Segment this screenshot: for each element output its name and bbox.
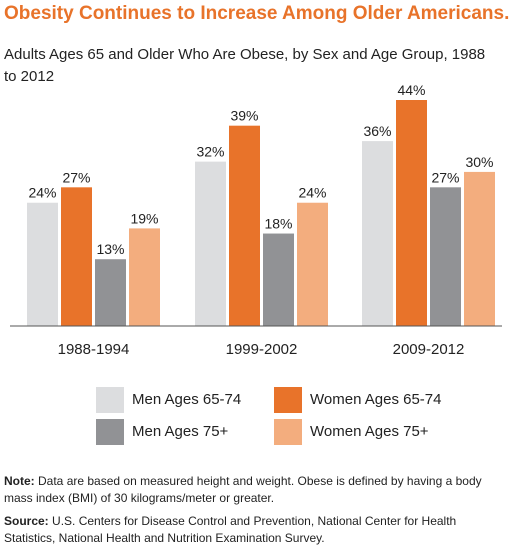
data-label-men-ages-75-1988-1994: 13% — [96, 241, 124, 257]
data-label-women-ages-65-74-2009-2012: 44% — [397, 82, 425, 98]
x-tick-label-1988-1994: 1988-1994 — [58, 341, 130, 358]
bar-men-ages-75-1988-1994 — [95, 259, 126, 326]
bar-women-ages-75-2009-2012 — [464, 171, 495, 326]
data-label-men-ages-65-74-2009-2012: 36% — [363, 123, 391, 139]
bar-chart: 24% 27% 13% 19% 1988-1994 32% 39% 18% 24% 1999-20… — [10, 82, 502, 358]
x-tick-label-2009-2012: 2009-2012 — [393, 341, 465, 358]
legend-label-women-75-plus: Women Ages 75+ — [310, 423, 429, 440]
note-body: Data are based on measured height and we… — [4, 474, 482, 505]
bar-men-ages-65-74-1999-2002 — [195, 161, 226, 326]
legend-swatch-men-75-plus — [96, 419, 124, 445]
bar-men-ages-65-74-2009-2012 — [362, 141, 393, 326]
source-text: Source: U.S. Centers for Disease Control… — [4, 513, 504, 547]
data-label-women-ages-75-1988-1994: 19% — [130, 210, 158, 226]
x-tick-label-1999-2002: 1999-2002 — [226, 341, 298, 358]
note-text: Note: Data are based on measured height … — [4, 473, 504, 507]
bar-women-ages-65-74-1988-1994 — [61, 187, 92, 326]
chart-subtitle: Adults Ages 65 and Older Who Are Obese, … — [4, 46, 486, 85]
legend-label-men-75-plus: Men Ages 75+ — [132, 423, 229, 440]
data-label-women-ages-75-1999-2002: 24% — [298, 185, 326, 201]
note-label: Note: — [4, 474, 35, 488]
legend-label-men-65-74: Men Ages 65-74 — [132, 391, 242, 408]
source-body: U.S. Centers for Disease Control and Pre… — [4, 514, 457, 545]
data-label-women-ages-75-2009-2012: 30% — [465, 154, 493, 170]
chart-title: Obesity Continues to Increase Among Olde… — [4, 3, 510, 24]
data-label-women-ages-65-74-1999-2002: 39% — [230, 108, 258, 124]
bar-women-ages-75-1988-1994 — [129, 228, 160, 326]
source-label: Source: — [4, 514, 49, 528]
bar-women-ages-65-74-1999-2002 — [229, 125, 260, 326]
legend-label-women-65-74: Women Ages 65-74 — [310, 391, 442, 408]
bar-men-ages-75-2009-2012 — [430, 187, 461, 326]
data-label-women-ages-65-74-1988-1994: 27% — [62, 169, 90, 185]
legend-swatch-men-65-74 — [96, 387, 124, 413]
data-label-men-ages-65-74-1999-2002: 32% — [196, 144, 224, 160]
bar-women-ages-65-74-2009-2012 — [396, 100, 427, 326]
bar-men-ages-65-74-1988-1994 — [27, 202, 58, 326]
data-label-men-ages-65-74-1988-1994: 24% — [28, 185, 56, 201]
legend-swatch-women-65-74 — [274, 387, 302, 413]
bar-men-ages-75-1999-2002 — [263, 233, 294, 326]
data-label-men-ages-75-2009-2012: 27% — [431, 169, 459, 185]
bar-women-ages-75-1999-2002 — [297, 202, 328, 326]
legend-swatch-women-75-plus — [274, 419, 302, 445]
data-label-men-ages-75-1999-2002: 18% — [264, 216, 292, 232]
